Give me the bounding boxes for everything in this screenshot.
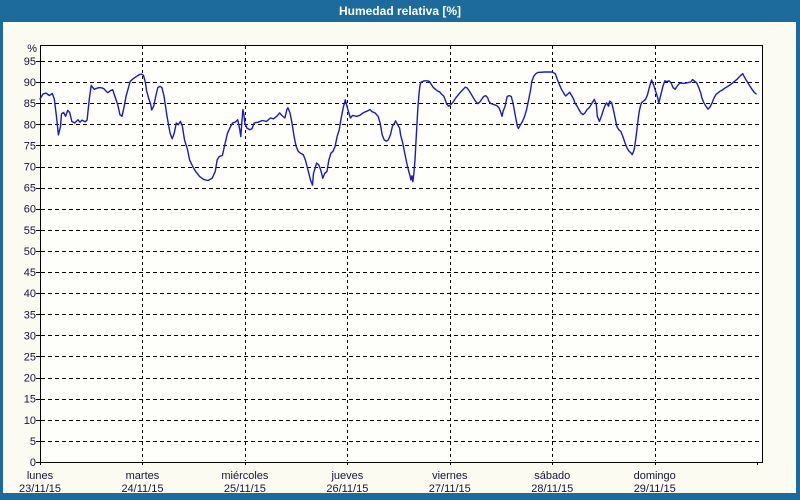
day-date-label: 26/11/15 xyxy=(326,483,368,495)
svg-text:70: 70 xyxy=(24,162,36,174)
svg-text:20: 20 xyxy=(24,373,36,385)
day-date-label: 25/11/15 xyxy=(224,483,266,495)
day-date-label: 27/11/15 xyxy=(429,483,471,495)
y-axis-labels: 0 5 10 15 20 25 30 35 40 45 50 55 60 65 70 75 80 85 90 95 xyxy=(24,56,36,469)
day-name-label: miércoles xyxy=(221,470,269,482)
plot-area xyxy=(40,45,763,463)
svg-text:75: 75 xyxy=(24,140,36,152)
svg-text:80: 80 xyxy=(24,119,36,131)
day-name-label: viernes xyxy=(432,470,468,482)
svg-text:25: 25 xyxy=(24,351,36,363)
svg-text:95: 95 xyxy=(24,56,36,68)
svg-text:65: 65 xyxy=(24,183,36,195)
day-name-label: domingo xyxy=(634,470,676,482)
svg-text:55: 55 xyxy=(24,225,36,237)
svg-text:40: 40 xyxy=(24,288,36,300)
svg-text:90: 90 xyxy=(24,77,36,89)
gridlines xyxy=(41,46,761,461)
title-bar: Humedad relativa [%] xyxy=(0,0,800,22)
svg-text:0: 0 xyxy=(30,457,36,469)
day-name-label: lunes xyxy=(27,470,54,482)
day-date-label: 23/11/15 xyxy=(19,483,61,495)
svg-text:30: 30 xyxy=(24,330,36,342)
svg-text:50: 50 xyxy=(24,246,36,258)
day-date-label: 29/11/15 xyxy=(634,483,676,495)
svg-text:5: 5 xyxy=(30,436,36,448)
day-date-label: 24/11/15 xyxy=(121,483,163,495)
day-name-label: sábado xyxy=(534,470,570,482)
svg-text:15: 15 xyxy=(24,394,36,406)
svg-text:45: 45 xyxy=(24,267,36,279)
day-date-label: 28/11/15 xyxy=(531,483,573,495)
day-name-label: martes xyxy=(126,470,160,482)
svg-text:10: 10 xyxy=(24,415,36,427)
chart-title: Humedad relativa [%] xyxy=(338,4,462,18)
svg-text:35: 35 xyxy=(24,309,36,321)
day-name-label: jueves xyxy=(330,470,363,482)
svg-text:60: 60 xyxy=(24,204,36,216)
axis-ticks xyxy=(36,61,758,465)
humidity-line xyxy=(39,71,757,186)
y-axis-unit-label: % xyxy=(27,43,37,55)
svg-text:85: 85 xyxy=(24,98,36,110)
